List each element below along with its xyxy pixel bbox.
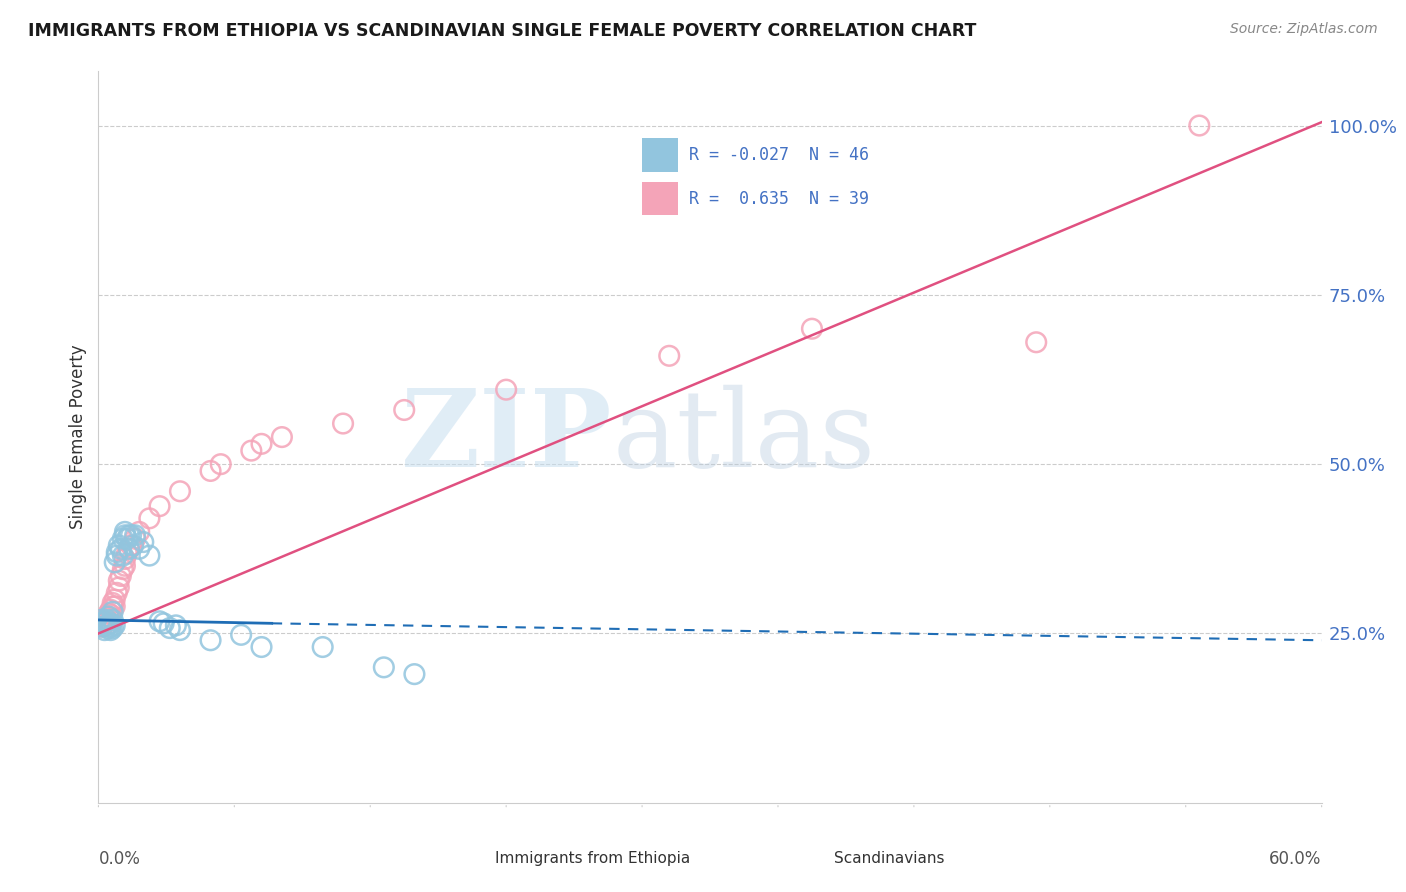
Point	[149, 499, 172, 513]
Point	[111, 549, 134, 563]
Point	[105, 586, 128, 600]
Text: IMMIGRANTS FROM ETHIOPIA VS SCANDINAVIAN SINGLE FEMALE POVERTY CORRELATION CHART: IMMIGRANTS FROM ETHIOPIA VS SCANDINAVIAN…	[28, 22, 977, 40]
Point	[100, 620, 122, 634]
Point	[108, 574, 131, 588]
Point	[110, 569, 132, 583]
Point	[128, 541, 150, 556]
Point	[104, 555, 127, 569]
Point	[240, 443, 263, 458]
Text: ZIP: ZIP	[401, 384, 612, 490]
Point	[118, 528, 141, 542]
Point	[1025, 335, 1047, 350]
Point	[1188, 119, 1211, 133]
Point	[111, 532, 134, 546]
Point	[149, 615, 172, 629]
Point	[108, 581, 131, 595]
Point	[108, 538, 131, 552]
Point	[96, 613, 118, 627]
Point	[104, 599, 127, 614]
Point	[250, 437, 273, 451]
Point	[658, 349, 681, 363]
Point	[97, 621, 120, 635]
Point	[392, 403, 416, 417]
Point	[169, 623, 191, 637]
Point	[200, 633, 222, 648]
Point	[404, 667, 426, 681]
Point	[97, 609, 120, 624]
Point	[101, 605, 124, 619]
Text: atlas: atlas	[612, 384, 875, 490]
Point	[115, 547, 138, 561]
Point	[104, 592, 127, 607]
Point	[100, 616, 122, 631]
Point	[89, 613, 111, 627]
Point	[100, 607, 122, 622]
Point	[122, 538, 145, 552]
Point	[91, 620, 114, 634]
Point	[120, 528, 142, 542]
Text: 60.0%: 60.0%	[1270, 850, 1322, 868]
Point	[120, 538, 142, 552]
Point	[118, 541, 141, 556]
Point	[373, 660, 395, 674]
Point	[250, 640, 273, 654]
Point	[104, 618, 127, 632]
Point	[114, 528, 136, 542]
Point	[159, 621, 181, 635]
Text: Scandinavians: Scandinavians	[834, 852, 945, 866]
Point	[128, 524, 150, 539]
Point	[124, 528, 146, 542]
Point	[200, 464, 222, 478]
Point	[209, 457, 232, 471]
Point	[114, 524, 136, 539]
Point	[114, 558, 136, 573]
Point	[270, 430, 294, 444]
Point	[101, 596, 124, 610]
Point	[91, 620, 114, 634]
Text: Immigrants from Ethiopia: Immigrants from Ethiopia	[495, 852, 690, 866]
Point	[132, 535, 155, 549]
Point	[111, 562, 134, 576]
Point	[93, 615, 115, 629]
Point	[97, 617, 120, 632]
Point	[105, 549, 128, 563]
Point	[91, 616, 114, 631]
Point	[118, 541, 141, 556]
Point	[96, 611, 118, 625]
Point	[110, 541, 132, 556]
Point	[93, 615, 115, 629]
Point	[124, 532, 146, 546]
Point	[152, 616, 174, 631]
Point	[332, 417, 354, 431]
Point	[495, 383, 517, 397]
Point	[165, 618, 187, 632]
Point	[97, 609, 120, 624]
Point	[801, 322, 824, 336]
Point	[96, 618, 118, 632]
Point	[105, 545, 128, 559]
Point	[97, 606, 120, 620]
Point	[101, 613, 124, 627]
Text: Source: ZipAtlas.com: Source: ZipAtlas.com	[1230, 22, 1378, 37]
Point	[100, 603, 122, 617]
Point	[100, 623, 122, 637]
Text: 0.0%: 0.0%	[98, 850, 141, 868]
Point	[89, 616, 111, 631]
Point	[138, 549, 160, 563]
Point	[93, 623, 115, 637]
Point	[312, 640, 335, 654]
Point	[101, 599, 124, 614]
Y-axis label: Single Female Poverty: Single Female Poverty	[69, 345, 87, 529]
Point	[115, 532, 138, 546]
Point	[138, 511, 160, 525]
Point	[231, 628, 253, 642]
Point	[114, 552, 136, 566]
Point	[101, 621, 124, 635]
Point	[169, 484, 191, 499]
